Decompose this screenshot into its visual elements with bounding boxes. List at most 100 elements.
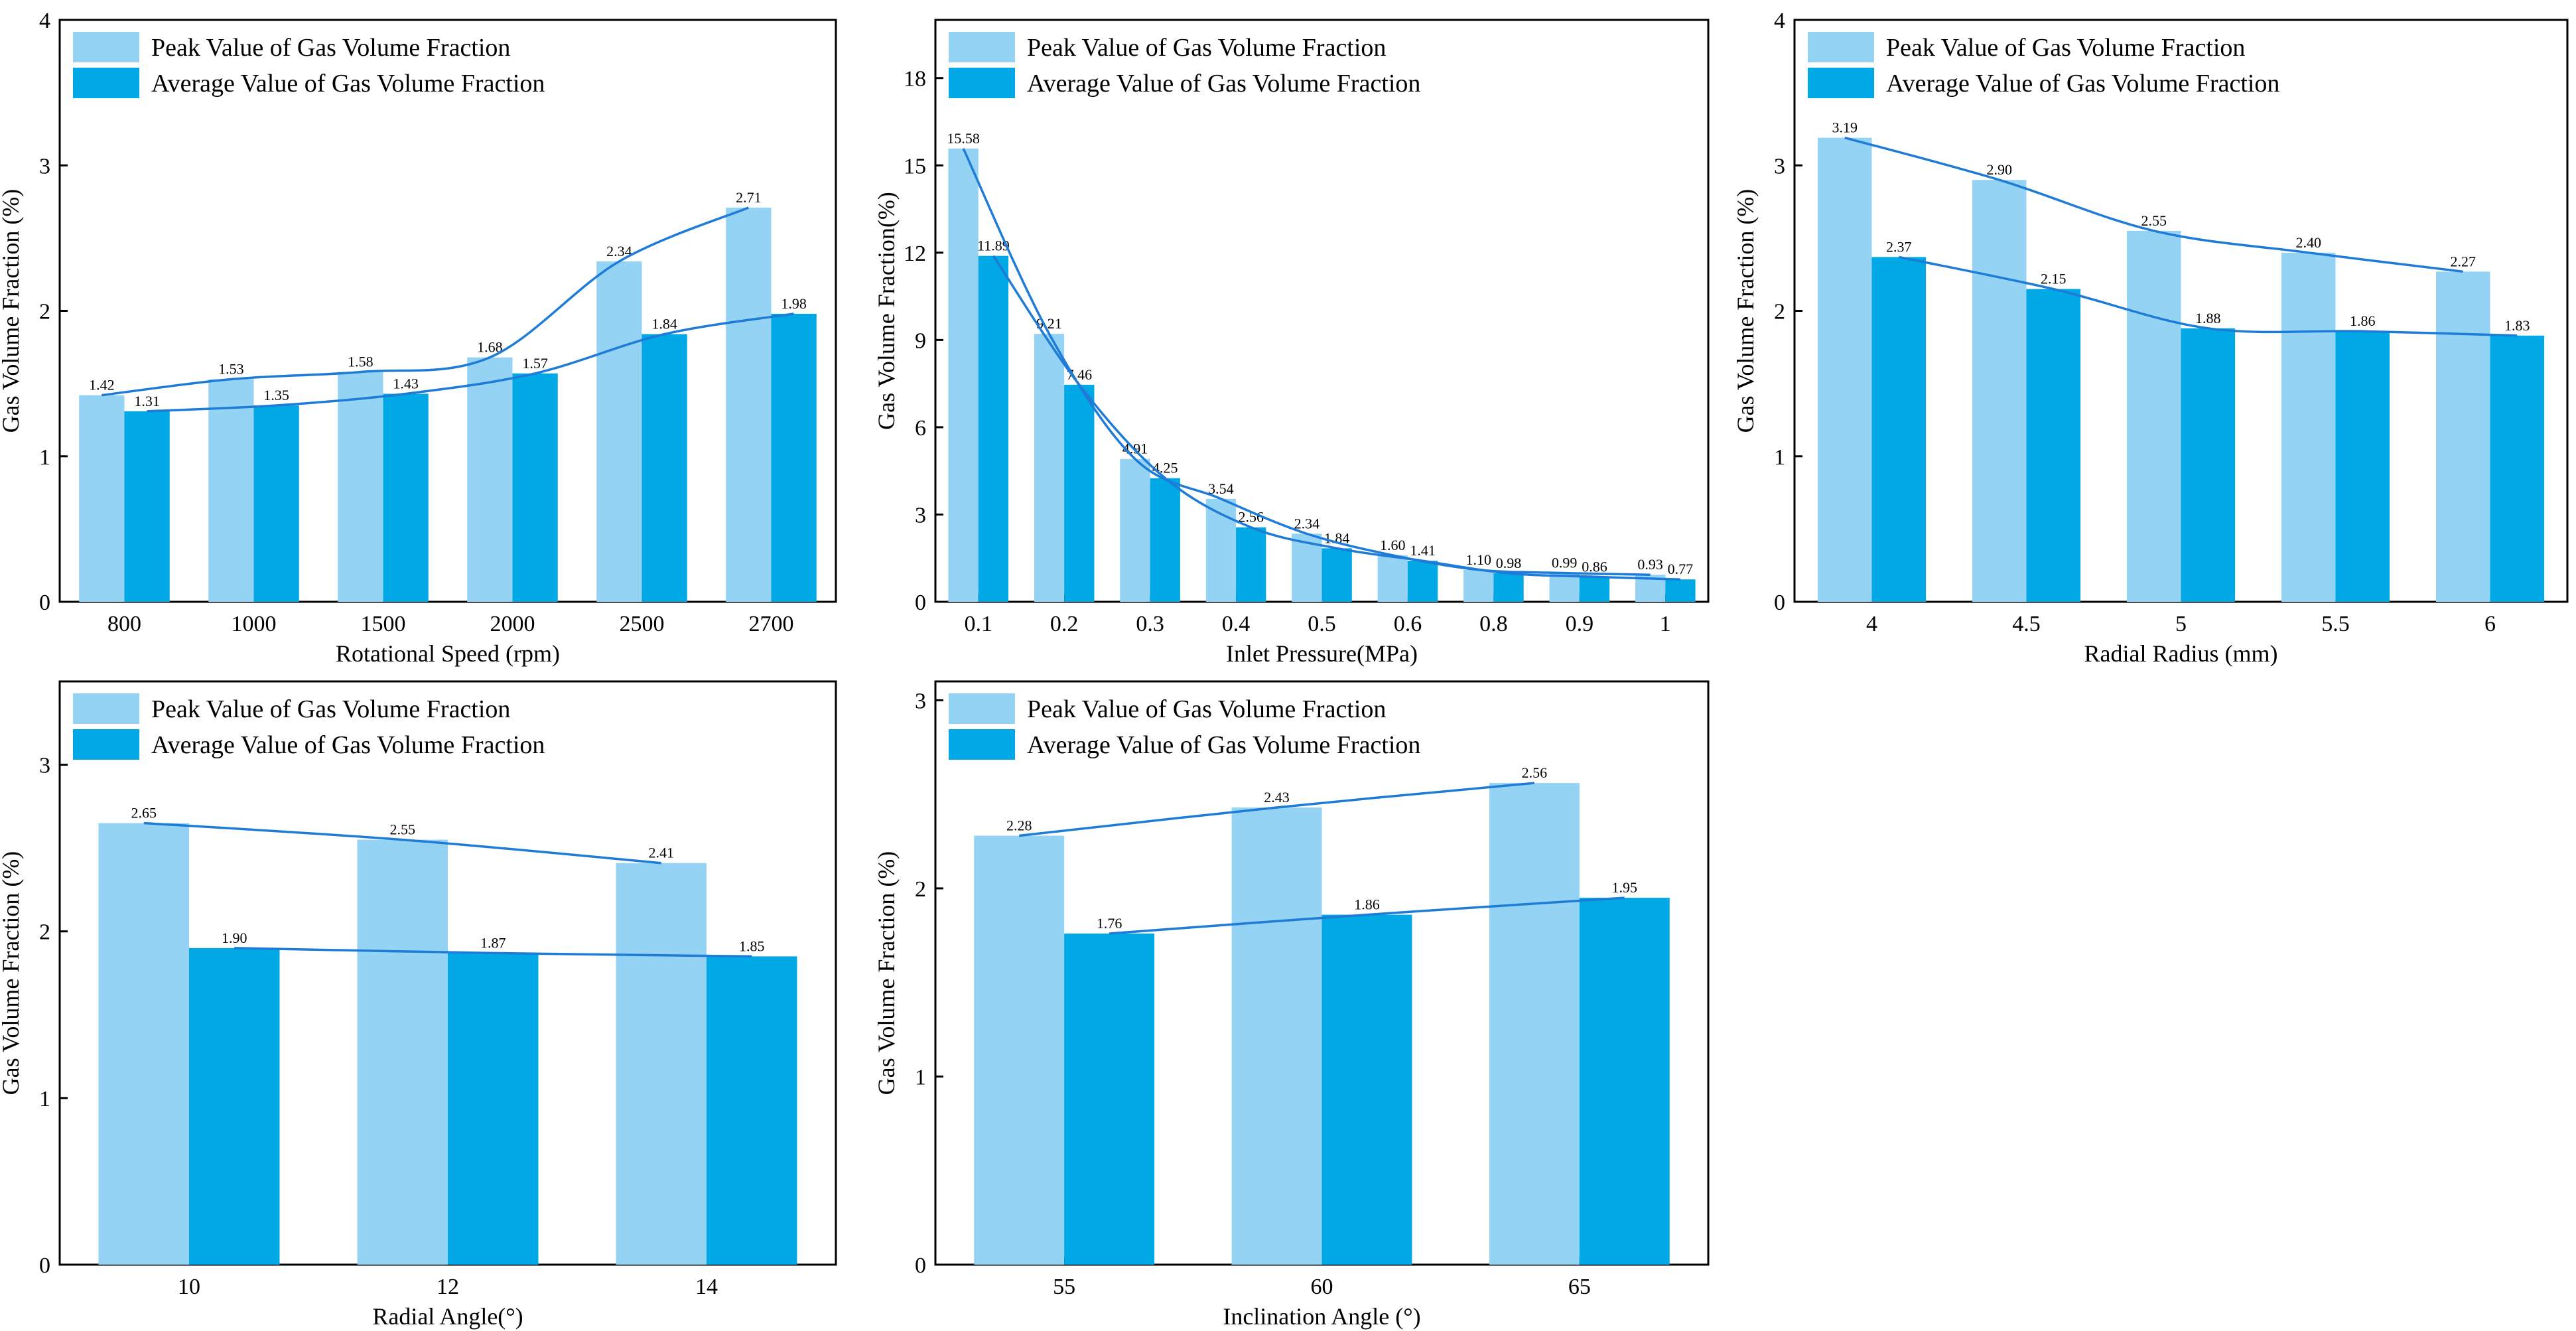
y-tick-label: 3	[39, 154, 50, 178]
data-label-peak: 2.28	[1006, 817, 1032, 834]
legend-swatch-average	[1808, 68, 1874, 98]
data-label-average: 1.87	[480, 934, 506, 951]
data-label-average: 1.86	[1354, 896, 1380, 913]
bar-average	[2490, 335, 2545, 602]
x-tick-label: 10	[178, 1275, 200, 1299]
y-tick-label: 2	[39, 300, 50, 324]
bar-peak	[616, 863, 707, 1265]
bar-average	[1665, 579, 1696, 602]
y-tick-label: 1	[915, 1065, 926, 1089]
data-label-average: 1.76	[1097, 915, 1122, 932]
bar-peak	[1489, 783, 1580, 1265]
y-tick-label: 9	[915, 328, 926, 353]
x-tick-label: 800	[107, 612, 141, 636]
bar-average	[1322, 914, 1412, 1265]
y-tick-label: 3	[915, 503, 926, 527]
y-tick-label: 0	[1774, 591, 1785, 615]
data-label-peak: 2.65	[131, 804, 157, 821]
x-tick-label: 2700	[749, 612, 794, 636]
x-axis-title: Rotational Speed (rpm)	[336, 640, 560, 667]
data-label-peak: 15.58	[947, 130, 980, 147]
data-label-average: 1.31	[134, 393, 160, 409]
x-tick-label: 12	[437, 1275, 459, 1299]
y-tick-label: 1	[1774, 445, 1785, 470]
data-label-peak: 3.54	[1208, 480, 1234, 497]
x-tick-label: 55	[1053, 1275, 1075, 1299]
y-tick-label: 0	[915, 591, 926, 615]
y-tick-label: 3	[1774, 154, 1785, 178]
data-label-peak: 2.27	[2450, 253, 2476, 269]
data-label-average: 1.83	[2504, 317, 2530, 334]
x-tick-label: 5	[2175, 612, 2187, 636]
bar-average	[1064, 384, 1095, 602]
trend-line-peak	[962, 148, 1651, 576]
x-tick-label: 1	[1660, 612, 1671, 636]
legend-swatch-peak	[73, 32, 139, 62]
legend-swatch-peak	[949, 693, 1015, 724]
x-axis-title: Inclination Angle (°)	[1223, 1303, 1420, 1330]
legend-swatch-average	[949, 68, 1015, 98]
y-tick-label: 18	[904, 67, 926, 92]
legend-label-peak: Peak Value of Gas Volume Fraction	[151, 34, 510, 62]
x-tick-label: 0.9	[1566, 612, 1594, 636]
y-tick-label: 0	[39, 1253, 50, 1278]
legend-label-average: Average Value of Gas Volume Fraction	[1886, 70, 2279, 98]
data-label-average: 2.37	[1886, 238, 1912, 255]
data-label-average: 1.98	[781, 295, 807, 312]
data-label-peak: 1.42	[89, 377, 115, 393]
legend-label-average: Average Value of Gas Volume Fraction	[1027, 731, 1420, 759]
data-label-average: 1.85	[739, 938, 765, 954]
data-label-peak: 1.58	[348, 354, 373, 370]
data-label-peak: 0.99	[1552, 555, 1578, 571]
x-tick-label: 0.2	[1050, 612, 1079, 636]
trend-line-peak	[102, 206, 750, 397]
x-tick-label: 0.8	[1479, 612, 1508, 636]
bar-average	[383, 393, 429, 602]
x-axis-title: Radial Angle(°)	[372, 1303, 523, 1330]
bar-average	[1871, 257, 1927, 602]
bar-peak	[2281, 252, 2336, 602]
bar-average	[1579, 898, 1670, 1265]
data-label-average: 0.86	[1582, 558, 1607, 575]
chart-radial-radius: 0 1 2 3 4 4 3.19 2.37 4.5 2.90 2.15 5 2.55 1.88 5.5 2.4…	[1732, 9, 2569, 667]
data-label-peak: 3.19	[1832, 119, 1858, 136]
data-label-average: 2.15	[2041, 271, 2067, 287]
legend-label-peak: Peak Value of Gas Volume Fraction	[1027, 695, 1386, 723]
legend-label-peak: Peak Value of Gas Volume Fraction	[1886, 34, 2245, 62]
y-tick-label: 2	[915, 877, 926, 902]
data-label-average: 1.84	[651, 316, 677, 332]
x-tick-label: 0.3	[1136, 612, 1164, 636]
y-axis-title: Gas Volume Fraction (%)	[0, 851, 24, 1095]
bar-peak	[2126, 230, 2181, 602]
chart-inclination-angle: 0 1 2 3 55 2.28 1.76 60 2.43 1.86 65 2.56 1.95 Peak V…	[873, 680, 1710, 1330]
bar-average	[124, 411, 170, 602]
y-axis-title: Gas Volume Fraction (%)	[873, 851, 900, 1095]
x-tick-label: 5.5	[2321, 612, 2350, 636]
trend-line-peak	[1844, 136, 2463, 273]
legend-label-average: Average Value of Gas Volume Fraction	[1027, 70, 1420, 98]
bar-average	[771, 313, 817, 602]
y-tick-label: 2	[1774, 300, 1785, 324]
bar-peak	[974, 835, 1065, 1265]
y-tick-label: 1	[39, 445, 50, 470]
bar-average	[707, 956, 797, 1265]
data-label-peak: 0.93	[1637, 556, 1663, 573]
data-label-average: 1.35	[263, 387, 289, 403]
data-label-average: 1.90	[222, 930, 247, 946]
bar-average	[2181, 328, 2236, 602]
x-tick-label: 1500	[361, 612, 406, 636]
data-label-average: 1.86	[2350, 313, 2376, 329]
bar-peak	[1205, 498, 1237, 602]
x-tick-label: 2500	[620, 612, 665, 636]
x-tick-label: 0.6	[1394, 612, 1422, 636]
data-label-peak: 2.90	[1986, 161, 2012, 178]
x-tick-label: 2000	[490, 612, 535, 636]
bar-average	[642, 334, 687, 602]
data-label-average: 4.25	[1152, 460, 1178, 476]
plot-frame	[58, 19, 837, 603]
data-label-peak: 2.55	[2141, 212, 2167, 229]
data-label-peak: 2.55	[390, 821, 416, 838]
data-label-average: 1.43	[393, 375, 419, 391]
trend-line-average	[992, 255, 1680, 581]
